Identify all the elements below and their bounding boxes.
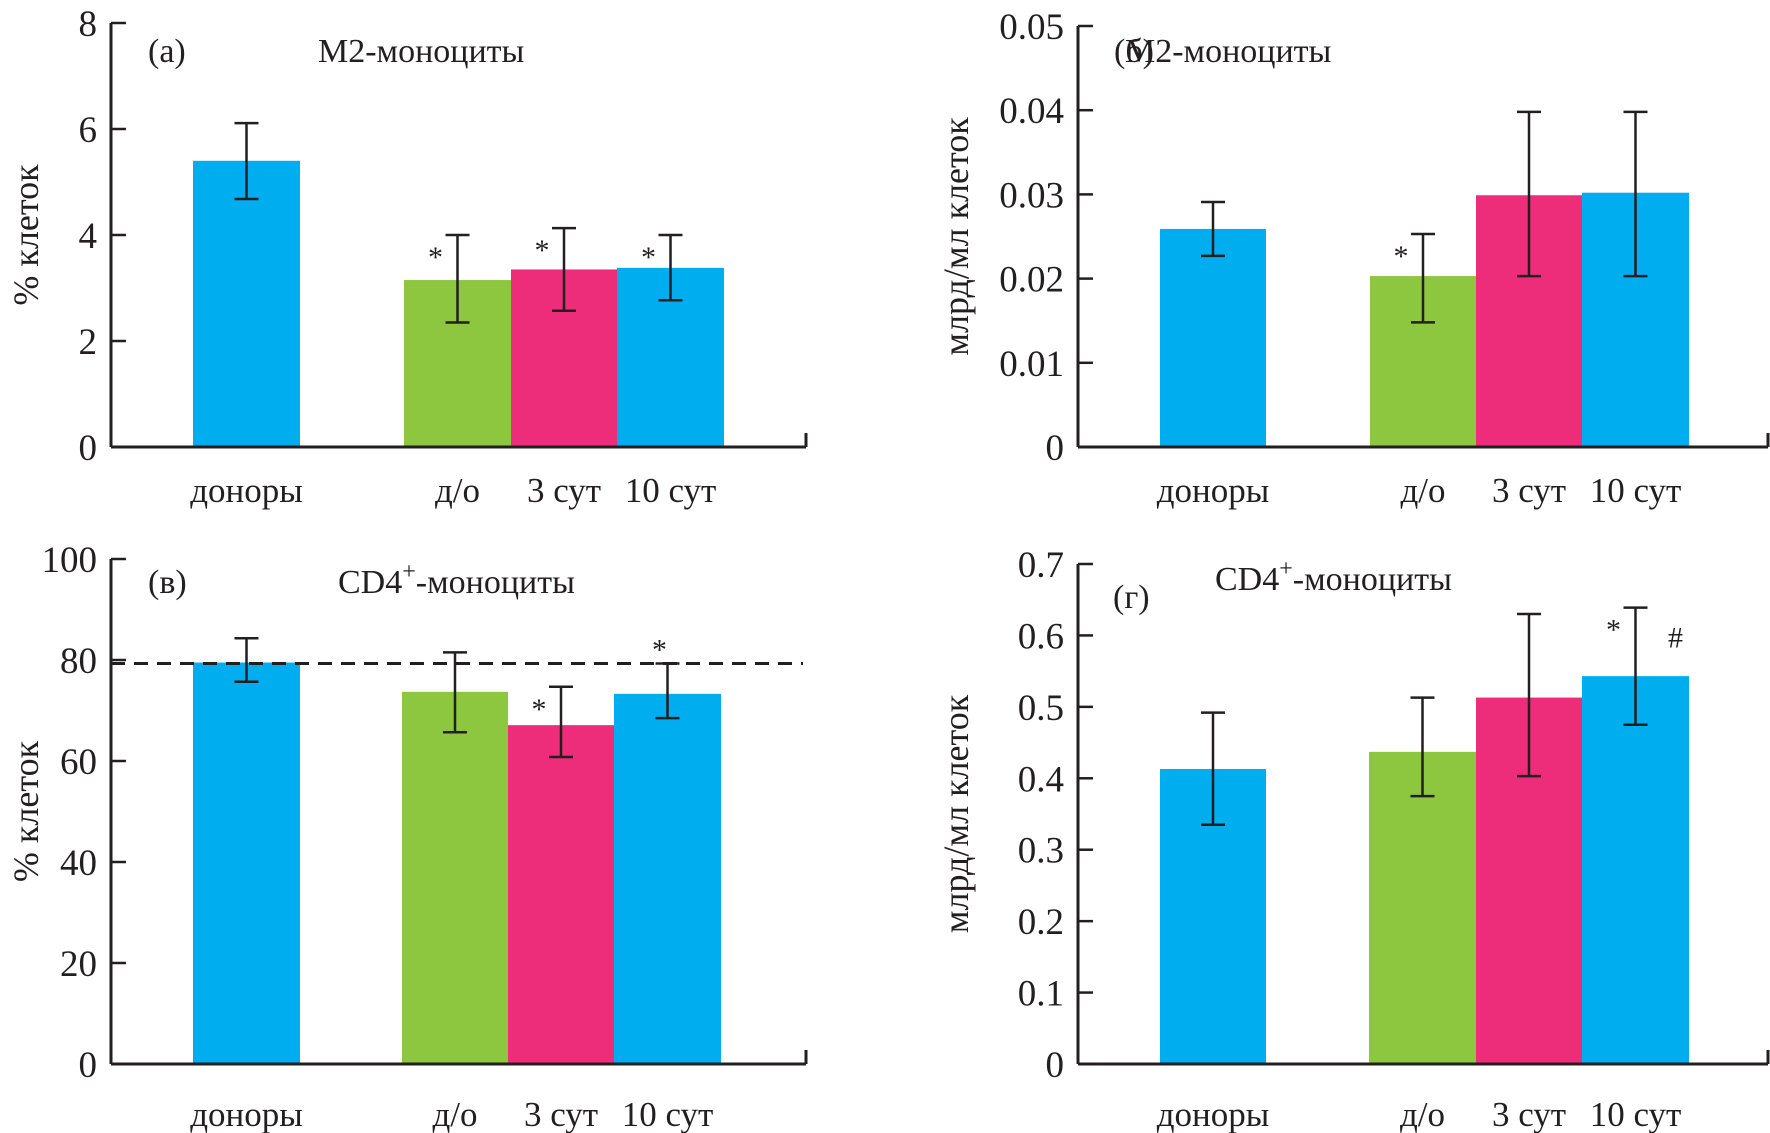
panel-title-superscript: + xyxy=(1279,556,1293,582)
y-tick-label: 0.02 xyxy=(999,260,1064,301)
panel-title: CD4+-моноциты xyxy=(1215,556,1452,598)
error-bar xyxy=(655,662,680,720)
x-category-label: 3 сут xyxy=(1492,1095,1566,1133)
significance-hash: # xyxy=(1668,622,1683,655)
x-category-label: доноры xyxy=(190,471,303,510)
error-bar xyxy=(1623,110,1648,278)
y-tick-label: 2 xyxy=(79,322,98,363)
bar-preop xyxy=(402,691,508,1064)
y-tick-label: 0 xyxy=(79,428,98,469)
x-category-label: 10 сут xyxy=(1590,471,1682,510)
panel-title-superscript: + xyxy=(402,559,416,585)
panel-a: * * * 0 2 4 6 8 доноры д/о 3 сут 10 сут % клеток (а) M… xyxy=(6,4,808,510)
panel-v: * * 0 20 40 60 80 100 доноры д/о 3 сут 10 сут % клет… xyxy=(6,540,808,1133)
error-bar xyxy=(1201,200,1225,258)
error-bar xyxy=(1411,232,1435,324)
error-bar xyxy=(1623,606,1648,726)
y-tick-label: 0 xyxy=(1046,1045,1065,1086)
panel-g: * #0 0.1 0.2 0.3 0.4 0.5 0.6 0.7 доноры д/о 3 сут 10… xyxy=(936,545,1770,1133)
y-tick-label: 60 xyxy=(60,742,97,783)
y-tick-label: 0.05 xyxy=(999,7,1064,48)
y-tick-label: 0.04 xyxy=(999,91,1064,132)
y-axis-title: млрд/мл клеток xyxy=(936,117,976,356)
x-category-label: д/о xyxy=(432,1095,477,1133)
error-bar xyxy=(1517,612,1541,778)
significance-asterisk: * xyxy=(1394,240,1409,273)
y-tick-label: 0.1 xyxy=(1018,974,1064,1015)
error-bar xyxy=(658,233,683,302)
y-tick-label: 0.3 xyxy=(1018,831,1064,872)
panel-title-main: CD4 xyxy=(338,564,402,601)
panel-title-suffix: -моноциты xyxy=(416,564,575,601)
bar-donors xyxy=(193,160,300,448)
bar-preop xyxy=(1369,751,1476,1064)
error-bar xyxy=(234,121,259,201)
significance-asterisk: * xyxy=(641,241,656,274)
panel-title: M2-моноциты xyxy=(318,33,525,70)
error-bar xyxy=(234,637,259,683)
x-category-label: д/о xyxy=(1400,1095,1445,1133)
significance-asterisk: * xyxy=(428,241,443,274)
x-category-label: доноры xyxy=(1157,1095,1270,1133)
bar-donors xyxy=(193,662,300,1064)
panel-label: (в) xyxy=(148,564,187,601)
error-bar xyxy=(552,226,576,313)
y-tick-label: 0.6 xyxy=(1018,616,1064,657)
x-category-label: 10 сут xyxy=(625,471,717,510)
y-axis-title: % клеток xyxy=(6,164,46,306)
y-tick-label: 4 xyxy=(79,216,98,257)
x-category-label: 10 сут xyxy=(622,1095,714,1133)
x-category-label: 3 сут xyxy=(527,471,601,510)
x-category-label: 3 сут xyxy=(524,1095,598,1133)
error-bar xyxy=(445,233,470,324)
y-tick-label: 0.4 xyxy=(1018,759,1064,800)
x-category-label: д/о xyxy=(1400,471,1445,510)
significance-asterisk: * xyxy=(652,634,667,667)
y-tick-label: 0.7 xyxy=(1018,545,1064,586)
bar-day10 xyxy=(1582,676,1689,1064)
y-tick-label: 40 xyxy=(60,843,97,884)
panel-title: CD4+-моноциты xyxy=(338,559,575,601)
error-bar xyxy=(1201,711,1225,826)
x-category-label: 10 сут xyxy=(1590,1095,1682,1133)
y-tick-label: 0.01 xyxy=(999,344,1064,385)
y-tick-label: 20 xyxy=(60,944,97,985)
bar-donors xyxy=(1160,228,1266,447)
panel-title-suffix: -моноциты xyxy=(1293,561,1452,598)
y-tick-label: 0 xyxy=(1046,428,1065,469)
panel-title-main: M2-моноциты xyxy=(1125,33,1332,70)
error-bar xyxy=(549,685,573,759)
bar-day10 xyxy=(614,693,721,1064)
panel-label: (а) xyxy=(148,33,186,70)
panel-b: * 0 0.01 0.02 0.03 0.04 0.05 доноры д/о 3 сут 10 с… xyxy=(936,7,1770,510)
y-axis-title: млрд/мл клеток xyxy=(936,694,976,933)
y-tick-label: 100 xyxy=(42,540,98,581)
panel-title: M2-моноциты xyxy=(1125,33,1332,70)
panel-label: (г) xyxy=(1113,579,1150,616)
x-category-label: доноры xyxy=(1157,471,1270,510)
y-tick-label: 6 xyxy=(79,110,98,151)
y-tick-label: 0.03 xyxy=(999,175,1064,216)
x-category-label: 3 сут xyxy=(1492,471,1566,510)
y-axis-title: % клеток xyxy=(6,740,46,882)
y-tick-label: 80 xyxy=(60,641,97,682)
x-category-label: доноры xyxy=(190,1095,303,1133)
error-bar xyxy=(443,651,467,734)
significance-asterisk: * xyxy=(535,234,550,267)
significance-asterisk: * xyxy=(532,693,547,726)
y-tick-label: 0 xyxy=(79,1045,98,1086)
y-tick-label: 0.5 xyxy=(1018,688,1064,729)
bar-day3 xyxy=(508,725,614,1064)
significance-asterisk: * xyxy=(1606,614,1621,647)
panel-title-main: M2-моноциты xyxy=(318,33,525,70)
y-tick-label: 0.2 xyxy=(1018,902,1064,943)
error-bar xyxy=(1410,696,1435,798)
panel-label: (б) xyxy=(1114,33,1154,70)
y-tick-label: 8 xyxy=(79,4,98,45)
panel-title-main: CD4 xyxy=(1215,561,1279,598)
x-category-label: д/о xyxy=(435,471,480,510)
error-bar xyxy=(1517,110,1541,278)
